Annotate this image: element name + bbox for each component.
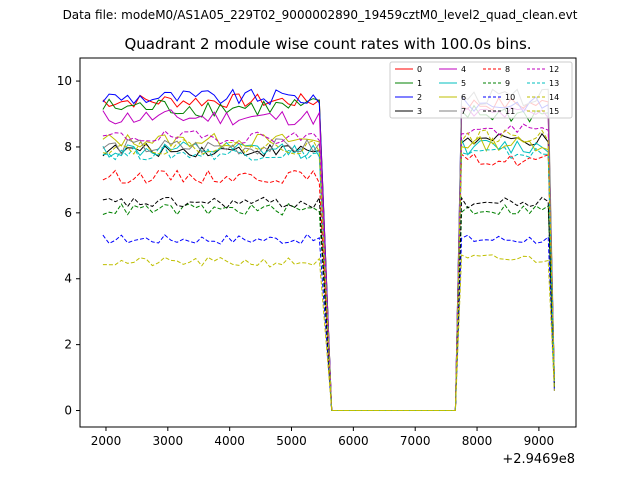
plot-frame bbox=[79, 57, 577, 428]
series-line-9 bbox=[102, 203, 555, 411]
legend-label-5: 5 bbox=[461, 79, 466, 88]
series-line-8 bbox=[102, 153, 555, 411]
legend-label-9: 9 bbox=[505, 79, 510, 88]
legend-label-13: 13 bbox=[549, 79, 559, 88]
legend-label-6: 6 bbox=[461, 93, 466, 102]
y-tick-label: 10 bbox=[57, 74, 72, 88]
x-tick-label: 9000 bbox=[524, 434, 555, 448]
x-tick-label: 4000 bbox=[214, 434, 245, 448]
x-tick-label: 8000 bbox=[462, 434, 493, 448]
series-line-15 bbox=[102, 129, 555, 411]
legend-box bbox=[389, 61, 573, 119]
y-tick-label: 2 bbox=[64, 338, 72, 352]
legend-label-12: 12 bbox=[549, 65, 559, 74]
legend-label-8: 8 bbox=[505, 65, 510, 74]
y-tick-label: 0 bbox=[64, 404, 72, 418]
legend-label-15: 15 bbox=[549, 107, 559, 116]
x-tick-label: 6000 bbox=[338, 434, 369, 448]
x-axis-offset-label: +2.9469e8 bbox=[502, 452, 575, 467]
x-tick-label: 3000 bbox=[153, 434, 184, 448]
series-line-14 bbox=[102, 254, 555, 411]
chart-title: Quadrant 2 module wise count rates with … bbox=[124, 35, 532, 53]
legend-label-1: 1 bbox=[417, 79, 422, 88]
x-tick-label: 2000 bbox=[91, 434, 122, 448]
x-tick-label: 7000 bbox=[400, 434, 431, 448]
y-tick-label: 6 bbox=[64, 206, 72, 220]
legend-label-0: 0 bbox=[417, 65, 422, 74]
chart-suptitle: Data file: modeM0/AS1A05_229T02_90000028… bbox=[62, 8, 578, 22]
legend-label-4: 4 bbox=[461, 65, 466, 74]
x-tick-label: 5000 bbox=[276, 434, 307, 448]
legend-label-11: 11 bbox=[505, 107, 515, 116]
y-tick-label: 4 bbox=[64, 272, 72, 286]
legend-label-14: 14 bbox=[549, 93, 559, 102]
legend-label-10: 10 bbox=[505, 93, 515, 102]
legend-label-3: 3 bbox=[417, 107, 422, 116]
legend-label-2: 2 bbox=[417, 93, 422, 102]
y-tick-label: 8 bbox=[64, 140, 72, 154]
legend-label-7: 7 bbox=[461, 107, 466, 116]
